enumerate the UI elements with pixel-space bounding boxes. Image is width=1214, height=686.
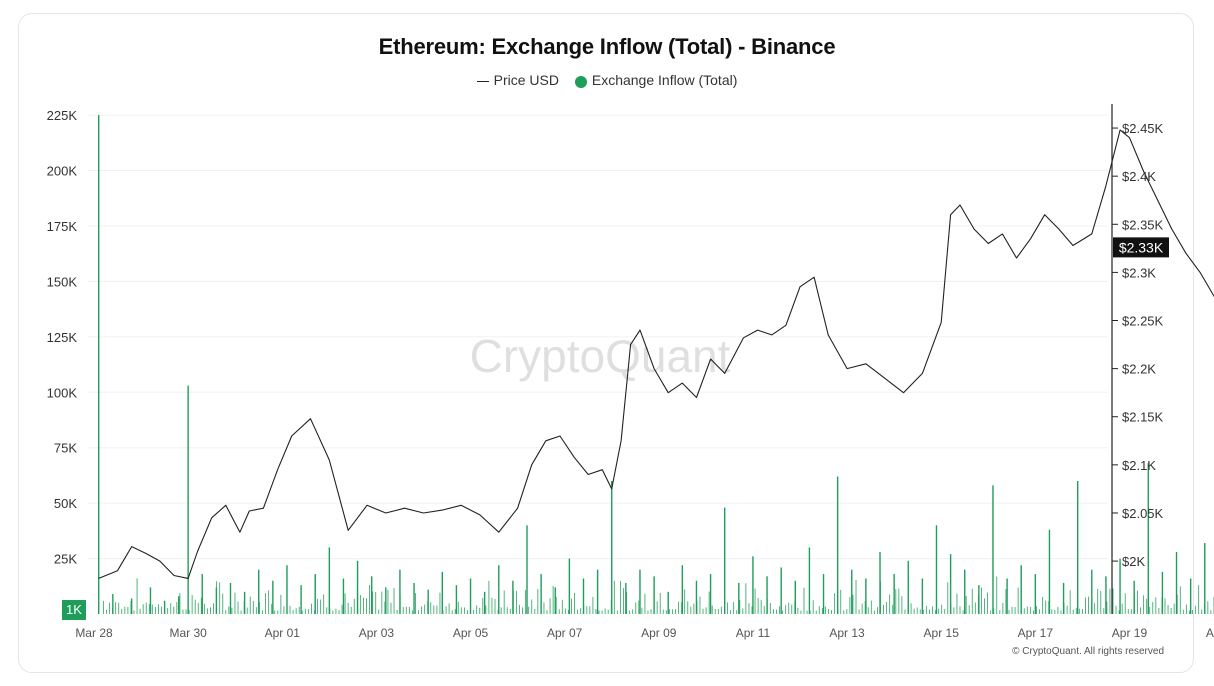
x-tick-label: Apr 11	[736, 626, 771, 640]
left-tick-label: 100K	[47, 385, 78, 400]
inflow-bars	[98, 115, 1214, 614]
x-tick-label: Mar 28	[75, 626, 113, 640]
right-tick-label: $2.15K	[1122, 410, 1164, 425]
x-tick-label: Apr 03	[359, 626, 395, 640]
left-tick-label: 125K	[47, 330, 78, 345]
legend-dot-swatch	[574, 75, 587, 88]
x-axis-ticks: Mar 28 Mar 30 Apr 01 Apr 03 Apr 05 Apr 07 Apr …	[75, 626, 1214, 640]
chart-title: Ethereum: Exchange Inflow (Total) - Bina…	[378, 34, 836, 59]
legend-line-swatch	[476, 81, 489, 83]
x-tick-label: Apr 17	[1018, 626, 1054, 640]
x-tick-label: Apr 01	[265, 626, 301, 640]
current-price-label: $2.33K	[1113, 237, 1169, 258]
legend-label-inflow: Exchange Inflow (Total)	[591, 72, 738, 89]
left-baseline-label: 1K	[62, 600, 86, 620]
copyright: © CryptoQuant. All rights reserved	[1012, 646, 1164, 657]
legend-item-inflow[interactable]: Exchange Inflow (Total)	[574, 72, 738, 89]
left-tick-label: 150K	[47, 274, 78, 289]
current-price-value: $2.33K	[1119, 239, 1164, 255]
left-tick-label: 50K	[54, 496, 77, 511]
x-tick-label: Apr 05	[453, 626, 489, 640]
price-line	[98, 129, 1214, 579]
right-tick-label: $2K	[1122, 554, 1145, 569]
legend-label-price: Price USD	[493, 72, 559, 89]
right-tick-label: $2.2K	[1122, 362, 1156, 377]
x-tick-label: Apr 19	[1112, 626, 1148, 640]
right-axis-ticks: $2K $2.05K $2.1K $2.15K $2.2K $2.25K $2.3K $2.3…	[1112, 121, 1164, 569]
right-tick-label: $2.35K	[1122, 217, 1164, 232]
right-tick-label: $2.05K	[1122, 506, 1164, 521]
left-tick-label: 225K	[47, 108, 78, 123]
left-axis-ticks: 25K 50K 75K 100K 125K 150K 175K 200K 225K	[47, 108, 78, 566]
left-tick-label: 25K	[54, 552, 77, 567]
right-tick-label: $2.25K	[1122, 314, 1164, 329]
x-tick-label: Apr 15	[924, 626, 960, 640]
chart-card	[18, 13, 1194, 673]
chart-legend: Price USD Exchange Inflow (Total)	[0, 71, 1214, 88]
x-tick-label: Apr 07	[547, 626, 583, 640]
x-tick-label: Apr 13	[829, 626, 865, 640]
watermark: CryptoQuant	[470, 330, 731, 382]
right-tick-label: $2.3K	[1122, 265, 1156, 280]
left-tick-label: 75K	[54, 441, 77, 456]
baseline-value: 1K	[66, 602, 82, 617]
right-tick-label: $2.45K	[1122, 121, 1164, 136]
grid-lines	[88, 114, 1108, 560]
left-tick-label: 200K	[47, 164, 78, 179]
right-tick-label: $2.4K	[1122, 169, 1156, 184]
legend-item-price[interactable]: Price USD	[476, 72, 559, 89]
right-tick-label: $2.1K	[1122, 458, 1156, 473]
left-tick-label: 175K	[47, 219, 78, 234]
x-tick-label: Apr 21	[1206, 626, 1214, 640]
x-tick-label: Apr 09	[641, 626, 677, 640]
x-tick-label: Mar 30	[169, 626, 207, 640]
